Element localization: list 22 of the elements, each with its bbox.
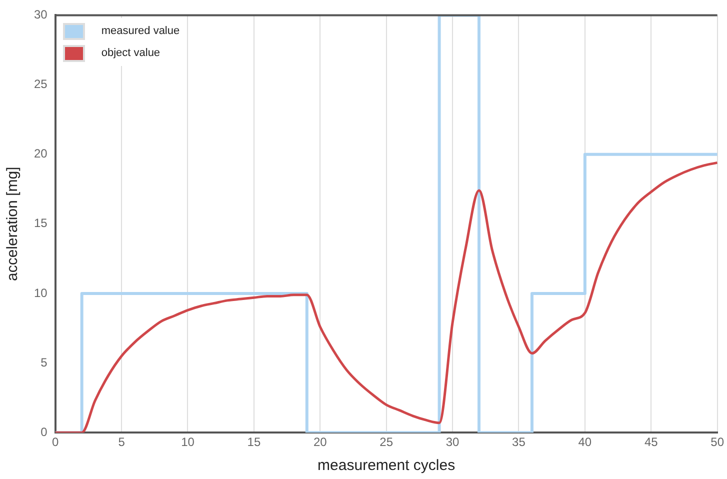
legend-label: measured value xyxy=(101,25,180,38)
x-tick-label: 0 xyxy=(52,435,60,450)
y-axis-title: acceleration [mg] xyxy=(4,166,22,282)
legend-label: object value xyxy=(101,47,160,60)
y-tick-label: 20 xyxy=(34,146,48,161)
y-tick-label: 10 xyxy=(34,286,48,300)
x-tick-label: 25 xyxy=(380,435,394,450)
x-tick-label: 35 xyxy=(512,435,526,450)
x-tick-label: 40 xyxy=(578,435,592,450)
y-tick-label: 0 xyxy=(40,424,48,439)
x-tick-label: 50 xyxy=(710,435,724,450)
x-axis-title: measurement cycles xyxy=(318,457,456,474)
x-tick-label: 5 xyxy=(118,435,126,450)
y-tick-label: 15 xyxy=(34,216,48,230)
x-tick-label: 20 xyxy=(313,435,328,450)
x-tick-label: 45 xyxy=(644,435,658,450)
y-tick-label: 5 xyxy=(40,355,48,370)
x-tick-label: 10 xyxy=(181,435,195,450)
x-tick-label: 30 xyxy=(446,435,460,450)
y-tick-label: 25 xyxy=(34,77,48,92)
x-tick-label: 15 xyxy=(247,435,261,450)
y-tick-label: 30 xyxy=(34,8,48,22)
